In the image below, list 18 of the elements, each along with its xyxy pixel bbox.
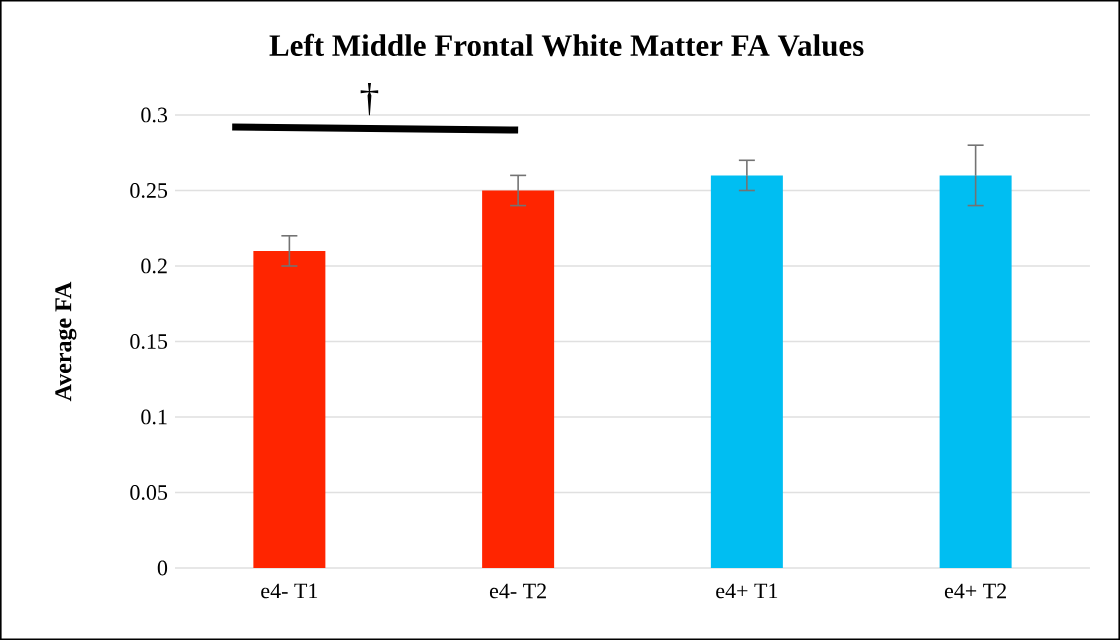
y-tick-label: 0.2: [141, 258, 167, 274]
x-tick-label: e4+ T1: [716, 583, 778, 599]
y-tick-label: 0.1: [141, 409, 167, 425]
x-tick-label: e4+ T2: [944, 583, 1006, 599]
y-tick-label: 0.25: [130, 183, 168, 198]
y-axis-title: Average FA: [55, 281, 77, 402]
bar: [253, 250, 326, 568]
bar: [710, 175, 783, 568]
y-tick-label: 0: [157, 560, 168, 576]
y-tick-label: 0.15: [130, 334, 168, 349]
bar: [939, 175, 1012, 568]
x-tick-label: e4- T2: [489, 583, 546, 599]
y-tick-label: 0.05: [130, 485, 168, 500]
annotation: †: [360, 82, 379, 116]
chart-title: Left Middle Frontal White Matter FA Values: [269, 33, 864, 57]
x-tick-label: e4- T1: [261, 583, 318, 599]
y-tick-label: 0.3: [141, 107, 168, 123]
bar: [482, 190, 555, 568]
